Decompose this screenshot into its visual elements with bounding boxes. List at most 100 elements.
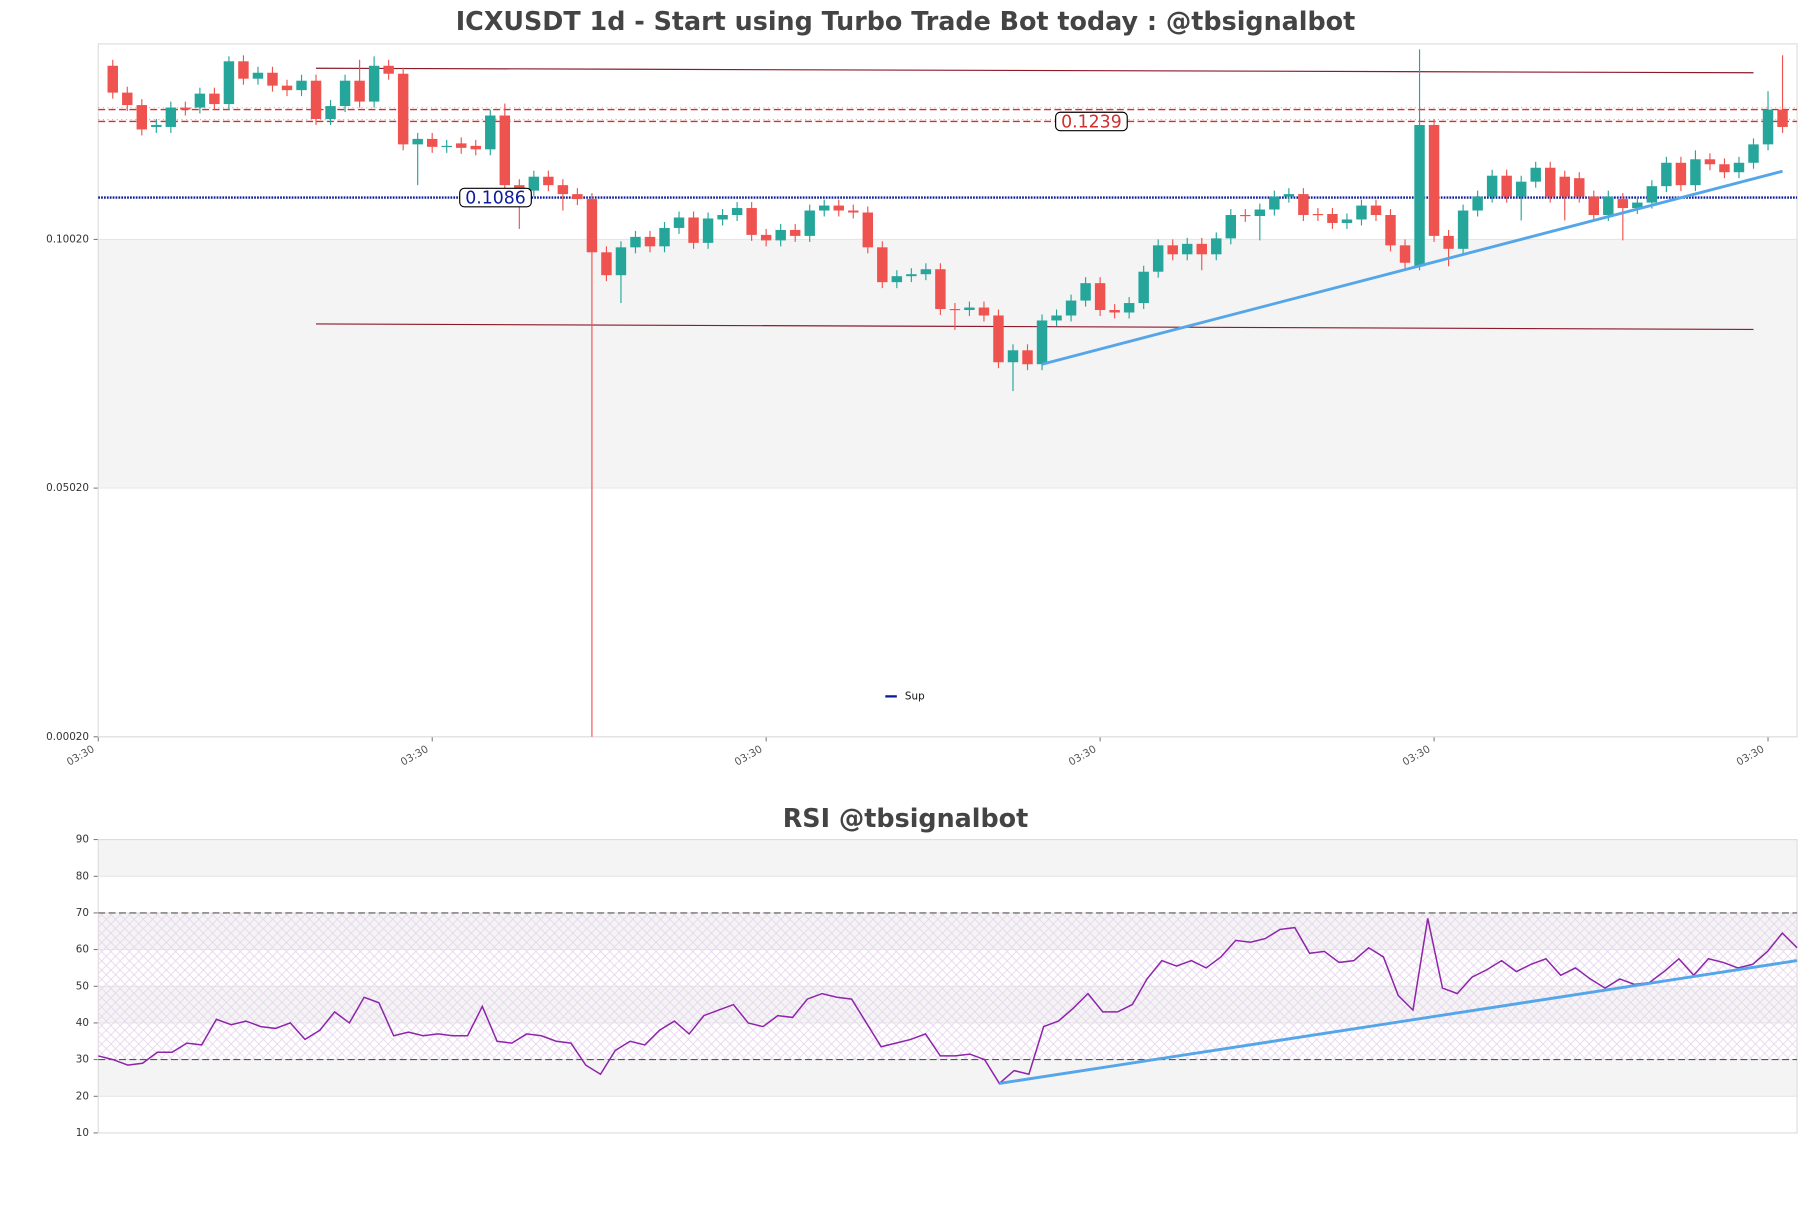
candle-body xyxy=(920,269,932,275)
candle-body xyxy=(746,208,757,235)
level-label-box xyxy=(459,187,532,208)
trendline xyxy=(999,959,1798,1085)
candle-body xyxy=(412,138,423,145)
candle-body xyxy=(673,217,685,228)
candle-body xyxy=(891,276,903,283)
candle-body xyxy=(1661,162,1672,187)
plot-frame xyxy=(97,43,1798,738)
candle-body xyxy=(848,210,859,213)
candle-body xyxy=(804,210,815,236)
candle-body xyxy=(1341,219,1353,223)
y-tick-label: 90 xyxy=(76,834,89,846)
candle-body xyxy=(1182,243,1193,255)
candle-body xyxy=(1152,245,1164,272)
candle-body xyxy=(659,227,670,247)
candle-body xyxy=(1675,162,1687,186)
candle-body xyxy=(136,105,148,130)
candle-body xyxy=(1167,245,1178,255)
candle-body xyxy=(833,205,844,211)
candle-body xyxy=(1327,214,1338,223)
candle-body xyxy=(1080,283,1091,301)
candle-body xyxy=(209,93,220,105)
candle-body xyxy=(325,106,336,119)
candle-body xyxy=(339,80,351,107)
candle-body xyxy=(528,176,540,191)
candle-body xyxy=(760,234,772,241)
y-tick-label: 10 xyxy=(76,1127,89,1139)
x-tick-label: 03:30 xyxy=(733,743,765,768)
channel-line xyxy=(316,67,1754,74)
level-label: 0.1086 xyxy=(465,189,526,209)
candle-body xyxy=(586,199,598,253)
candle-body xyxy=(1690,159,1701,186)
candle-body xyxy=(978,307,990,316)
candle-body xyxy=(1588,196,1600,216)
candle-body xyxy=(1733,162,1745,173)
candle-body xyxy=(1065,300,1077,316)
candle-body xyxy=(1138,271,1149,304)
candle-body xyxy=(615,247,627,276)
candle-body xyxy=(426,138,438,147)
trendline xyxy=(1041,169,1783,366)
y-tick-label: 50 xyxy=(76,980,89,992)
candle-body xyxy=(964,307,975,311)
x-tick-label: 03:30 xyxy=(1401,743,1433,768)
candle-body xyxy=(862,212,874,248)
y-tick-label: 0.05020 xyxy=(46,482,89,494)
candle-body xyxy=(441,145,452,148)
x-tick-label: 03:30 xyxy=(1067,743,1099,768)
candle-body xyxy=(151,124,162,127)
candle-body xyxy=(456,143,467,148)
candle-body xyxy=(731,208,743,216)
candle-body xyxy=(368,65,380,102)
candle-body xyxy=(993,315,1004,363)
candle-body xyxy=(702,218,714,243)
candle-body xyxy=(1704,159,1716,165)
candle-body xyxy=(1777,109,1788,127)
candle-body xyxy=(485,115,496,150)
candle-body xyxy=(1515,181,1527,197)
candle-body xyxy=(1748,144,1759,163)
candle-body xyxy=(1646,186,1658,203)
rsi-hatch xyxy=(98,912,1798,1060)
x-tick-label: 03:30 xyxy=(1735,743,1767,768)
candle-body xyxy=(1544,167,1556,197)
candle-body xyxy=(1399,245,1411,263)
candle-body xyxy=(819,205,830,211)
candle-body xyxy=(1486,175,1498,197)
candle-body xyxy=(1762,109,1774,145)
candle-body xyxy=(165,107,177,127)
candle-body xyxy=(1051,315,1062,321)
candle-body xyxy=(1385,215,1396,246)
candle-body xyxy=(949,309,961,311)
candle-body xyxy=(1356,205,1367,220)
candle-body xyxy=(1036,320,1048,365)
candle-body xyxy=(122,92,133,106)
candle-body xyxy=(1370,205,1382,216)
candle-body xyxy=(1414,124,1425,267)
candle-body xyxy=(180,107,191,110)
candle-body xyxy=(470,145,481,150)
candle-body xyxy=(267,72,278,86)
candle-body xyxy=(1254,209,1266,216)
candle-body xyxy=(557,185,569,195)
y-tick-label: 20 xyxy=(76,1090,89,1102)
candle-body xyxy=(630,236,641,248)
candle-body xyxy=(1617,199,1629,209)
y-tick-label: 0.10020 xyxy=(46,233,89,245)
candle-body xyxy=(252,72,264,79)
y-tick-label: 0.00020 xyxy=(46,731,89,743)
y-tick-label: 70 xyxy=(76,907,89,919)
candle-body xyxy=(1211,238,1222,255)
legend-label: Sup xyxy=(905,690,925,702)
candle-body xyxy=(572,194,583,200)
candle-body xyxy=(1603,196,1614,216)
candle-body xyxy=(644,236,656,247)
candle-body xyxy=(1298,194,1309,216)
candle-body xyxy=(223,61,235,105)
candle-body xyxy=(1269,196,1280,210)
candle-body xyxy=(1123,303,1135,313)
level-label: 0.1239 xyxy=(1061,113,1122,133)
